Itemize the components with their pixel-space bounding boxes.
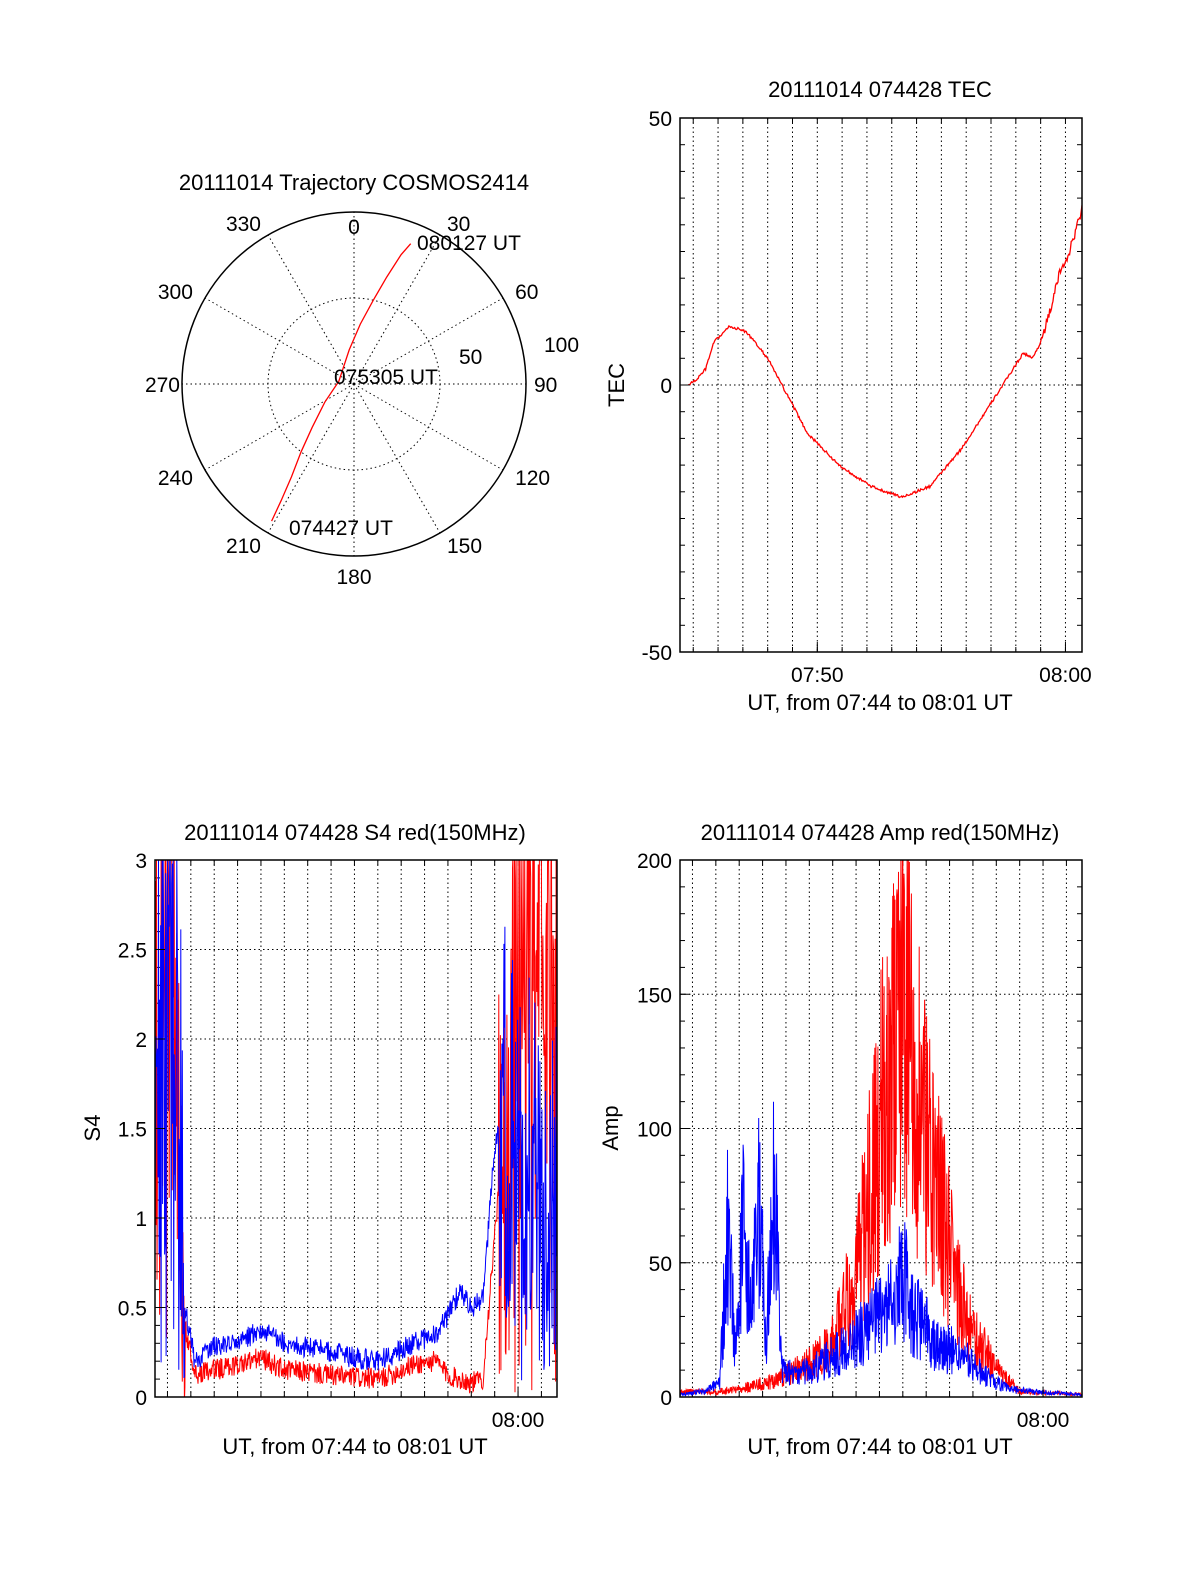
s4-ytick-label: 2.5 [118, 940, 147, 963]
polar-trajectory [271, 243, 412, 522]
tec-series [688, 205, 1082, 499]
s4-tick-labels: 0 0.5 1 1.5 2 2.5 3 08:00 [118, 850, 545, 1432]
s4-xtick-label: 08:00 [492, 1409, 545, 1432]
polar-spoke [353, 297, 504, 385]
tec-xtick-label: 08:00 [1039, 664, 1092, 687]
polar-spoke [204, 383, 355, 471]
tec-minor-ticks [680, 117, 1082, 653]
s4-ytick-label: 2 [135, 1029, 147, 1052]
s4-ytick-label: 1 [135, 1208, 147, 1231]
tec-grid [680, 118, 1082, 652]
tec-ytick-label: 0 [660, 375, 672, 398]
tec-title: 20111014 074428 TEC [768, 77, 992, 102]
s4-xlabel: UT, from 07:44 to 08:01 UT [222, 1434, 487, 1459]
polar-radial-label: 50 [459, 346, 482, 369]
polar-azimuth-label: 60 [515, 281, 538, 304]
s4-ytick-label: 1.5 [118, 1119, 147, 1142]
tec-ytick-label: -50 [642, 642, 672, 665]
polar-spoke [267, 234, 355, 385]
polar-title: 20111014 Trajectory COSMOS2414 [179, 170, 529, 195]
polar-azimuth-label: 210 [226, 535, 261, 558]
tec-frame [679, 117, 1083, 653]
polar-radial-labels: 50 100 [459, 334, 579, 369]
polar-azimuth-label: 240 [158, 467, 193, 490]
tec-xtick-label: 07:50 [791, 664, 844, 687]
polar-outer-circle [181, 211, 527, 557]
polar-azimuth-label: 300 [158, 281, 193, 304]
amp-series [680, 860, 1082, 1397]
s4-title: 20111014 074428 S4 red(150MHz) [184, 820, 526, 845]
tec-series-line [688, 205, 1082, 499]
amp-ytick-label: 200 [637, 850, 672, 873]
polar-annotation-start: 074427 UT [289, 517, 393, 540]
polar-spoke [204, 297, 355, 385]
s4-chart: 20111014 074428 S4 red(150MHz) 0 0.5 1 1.5 2… [80, 820, 558, 1459]
polar-trajectory-line [271, 243, 412, 522]
amp-series-line [680, 1101, 1082, 1397]
polar-azimuth-label: 180 [336, 566, 371, 589]
polar-spoke [267, 383, 355, 534]
s4-series-line [155, 860, 557, 1397]
s4-series-line [155, 860, 557, 1381]
s4-ylabel: S4 [80, 1115, 105, 1142]
tec-tick-labels: -50 0 50 07:50 08:00 [642, 108, 1092, 687]
polar-annotation-end: 080127 UT [417, 232, 521, 255]
amp-ylabel: Amp [598, 1105, 623, 1150]
polar-azimuth-label: 30 [447, 213, 470, 236]
amp-chart: 20111014 074428 Amp red(150MHz) 0 50 100 15… [598, 820, 1083, 1459]
polar-azimuth-label: 330 [226, 213, 261, 236]
tec-ylabel: TEC [604, 363, 629, 407]
polar-azimuth-label: 0 [348, 216, 360, 239]
amp-tick-labels: 0 50 100 150 200 08:00 [637, 850, 1069, 1432]
amp-xtick-label: 08:00 [1017, 1409, 1070, 1432]
polar-azimuth-label: 150 [447, 535, 482, 558]
polar-azimuth-labels: 0 30 60 90 120 150 180 210 240 270 300 330 [145, 213, 557, 589]
s4-ytick-label: 0.5 [118, 1298, 147, 1321]
polar-azimuth-label: 120 [515, 467, 550, 490]
polar-grid [182, 212, 526, 556]
polar-chart: 20111014 Trajectory COSMOS2414 0 30 60 90 12… [145, 170, 579, 589]
polar-spoke [353, 234, 441, 385]
amp-ytick-label: 0 [660, 1387, 672, 1410]
amp-minor-ticks [680, 859, 1082, 1398]
amp-ytick-label: 100 [637, 1119, 672, 1142]
s4-grid [155, 860, 557, 1397]
amp-xlabel: UT, from 07:44 to 08:01 UT [747, 1434, 1012, 1459]
tec-chart: 20111014 074428 TEC -50 0 50 07:50 08:00 UT,… [604, 77, 1092, 715]
tec-ytick-label: 50 [649, 108, 672, 131]
polar-radial-label: 100 [544, 334, 579, 357]
polar-azimuth-label: 270 [145, 374, 180, 397]
amp-title: 20111014 074428 Amp red(150MHz) [701, 820, 1060, 845]
s4-ytick-label: 3 [135, 850, 147, 873]
tec-xlabel: UT, from 07:44 to 08:01 UT [747, 690, 1012, 715]
amp-ytick-label: 50 [649, 1253, 672, 1276]
amp-ytick-label: 150 [637, 984, 672, 1007]
polar-spoke [353, 383, 441, 534]
polar-azimuth-label: 90 [534, 374, 557, 397]
s4-minor-ticks [155, 859, 557, 1398]
s4-ytick-label: 0 [135, 1387, 147, 1410]
s4-frame [154, 859, 558, 1398]
s4-series [155, 860, 557, 1397]
polar-grid-circle [267, 297, 441, 471]
polar-annotation-middle: 075305 UT [334, 366, 438, 389]
